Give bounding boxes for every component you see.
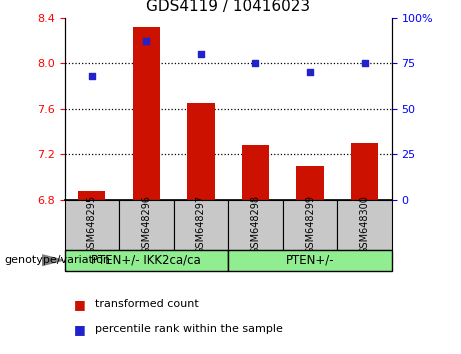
Bar (133, 27, 160, 200)
Text: GSM648299: GSM648299 (305, 195, 315, 254)
Text: GSM648298: GSM648298 (250, 195, 260, 254)
Point (361, 61, 368, 66)
Text: GSM648300: GSM648300 (360, 195, 370, 254)
Text: PTEN+/-: PTEN+/- (286, 254, 334, 267)
Bar (242, 145, 269, 200)
Text: genotype/variation: genotype/variation (5, 255, 111, 265)
Point (252, 61, 259, 66)
Text: percentile rank within the sample: percentile rank within the sample (95, 324, 283, 334)
Text: GSM648295: GSM648295 (87, 195, 97, 255)
Bar (228, 200, 283, 250)
Bar (228, 250, 392, 271)
Bar (78, 191, 106, 200)
Text: PTEN+/- IKK2ca/ca: PTEN+/- IKK2ca/ca (91, 254, 201, 267)
Text: transformed count: transformed count (95, 299, 198, 309)
Bar (65, 200, 119, 250)
Bar (187, 103, 214, 200)
Bar (283, 200, 337, 250)
Point (142, 39, 150, 44)
Bar (65, 250, 228, 271)
Bar (174, 200, 228, 250)
Bar (337, 200, 392, 250)
Bar (296, 166, 324, 200)
Text: GSM648296: GSM648296 (142, 195, 151, 254)
Point (306, 69, 313, 75)
Text: ■: ■ (74, 323, 85, 336)
Bar (351, 143, 378, 200)
Bar (119, 200, 174, 250)
Text: ■: ■ (74, 298, 85, 311)
Point (197, 51, 205, 57)
Title: GDS4119 / 10416023: GDS4119 / 10416023 (146, 0, 310, 14)
Polygon shape (42, 255, 63, 266)
Text: GSM648297: GSM648297 (196, 195, 206, 255)
Point (88, 73, 95, 79)
